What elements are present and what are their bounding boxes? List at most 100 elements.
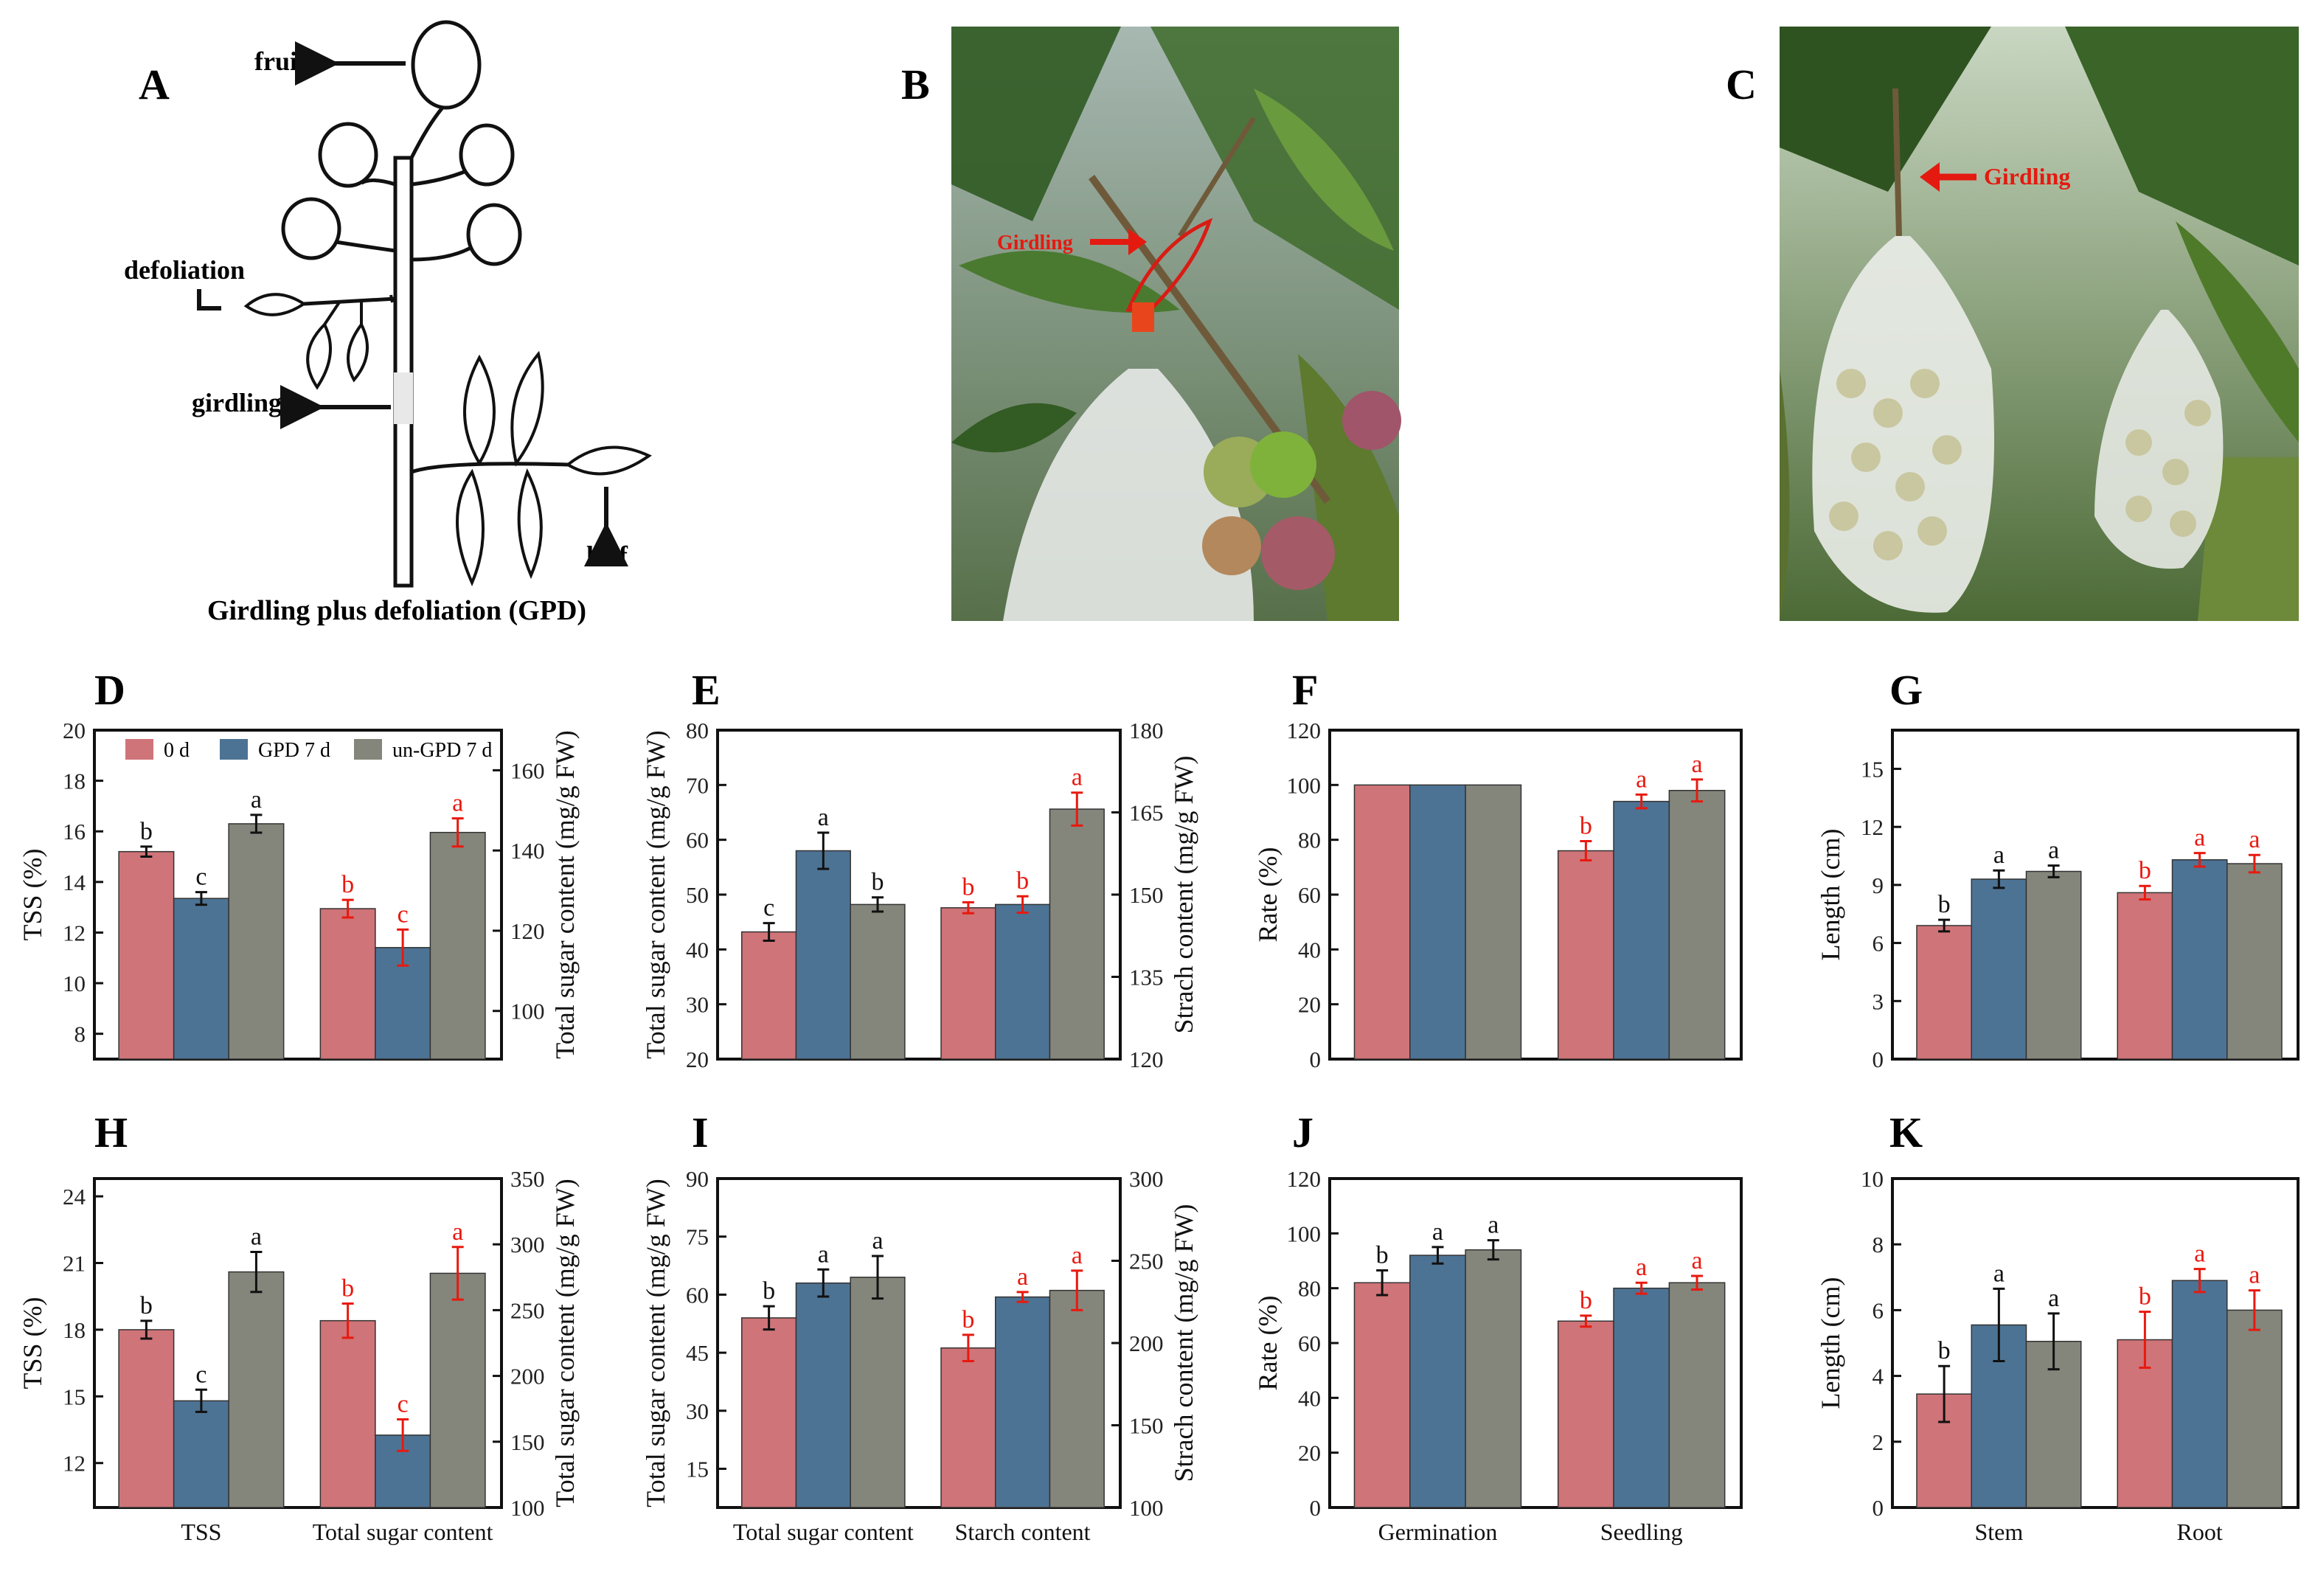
bar [319,1319,376,1508]
group-label: Total sugar content [733,1519,914,1545]
significance-letter: a [1636,766,1647,793]
right-tick-label: 300 [1129,1166,1164,1192]
left-tick-label: 0 [1310,1495,1322,1521]
chart-k: 0 2 4 6 8 10 Length (cm) b a a Stem b a a Root [1816,1166,2300,1545]
left-axis-label: Total sugar content (mg/g FW) [641,1179,670,1507]
left-tick-label: 30 [686,992,709,1018]
group-label: Starch content [955,1519,1091,1545]
bar [1557,850,1614,1060]
diagram-caption: Girdling plus defoliation (GPD) [207,595,586,626]
bar [118,850,175,1060]
right-tick-label: 180 [1129,718,1164,743]
chart-d: 8 10 12 14 16 18 20 TSS (%) 100 120 140 160 Total su… [18,718,580,1061]
significance-letter: a [452,1218,463,1246]
legend: 0 d GPD 7 d un-GPD 7 d [125,739,492,762]
legend-label-0d: 0 d [164,739,190,762]
right-tick-label: 150 [1129,1413,1164,1439]
left-tick-label: 21 [63,1251,86,1277]
significance-letter: b [140,818,153,845]
significance-letter: c [195,1361,206,1388]
significance-letter: b [341,1274,354,1302]
left-tick-label: 120 [1287,1166,1322,1192]
bar [994,1296,1051,1508]
chart-e: 20 30 40 50 60 70 80 Total sugar content (mg/g … [641,718,1198,1072]
fruit-shape-left-2 [281,197,341,260]
significance-letter: a [2249,1262,2260,1289]
left-axis-label: Rate (%) [1253,847,1283,943]
right-tick-label: 140 [510,838,545,864]
chart-g: 0 3 6 9 12 15 Length (cm) b a a b a a [1816,729,2300,1072]
bar [1613,800,1670,1060]
significance-letter: a [1691,1247,1702,1274]
bar [795,1282,851,1508]
legend-swatch-ungpd7 [354,739,382,760]
significance-letter: a [1432,1218,1443,1246]
left-tick-label: 8 [74,1021,86,1047]
bar [2025,870,2082,1060]
left-tick-label: 20 [1298,992,1321,1018]
left-tick-label: 100 [1287,1221,1322,1246]
panel-letter-d: D [94,666,125,714]
bar [940,907,996,1060]
left-tick-label: 16 [63,819,86,844]
left-tick-label: 100 [1287,772,1322,798]
photo-c-label: Girdling [1984,163,2070,190]
bar [1353,784,1411,1060]
left-tick-label: 40 [686,937,709,962]
significance-letter: c [195,864,206,891]
bar [994,903,1051,1060]
group-label: TSS [181,1519,221,1545]
left-axis-label: Length (cm) [1816,1277,1845,1409]
panel-letter-a: A [139,60,170,108]
left-tick-label: 80 [1298,1276,1321,1302]
left-tick-label: 0 [1873,1495,1884,1521]
girdling-band [394,372,413,424]
bar [1557,1320,1614,1508]
bar [1465,784,1522,1060]
group-label: Root [2177,1519,2223,1545]
label-fruit: fruit [254,46,306,76]
panel-letter-b: B [901,60,930,108]
legend-swatch-gpd7 [220,739,248,760]
left-tick-label: 24 [63,1184,86,1210]
significance-letter: a [1993,1260,2005,1287]
right-tick-label: 250 [1129,1249,1164,1274]
significance-letter: b [962,873,974,901]
significance-letter: a [1636,1254,1647,1281]
bar [319,908,376,1060]
panel-letter-j: J [1292,1108,1313,1156]
significance-letter: a [251,786,262,813]
significance-letter: b [1016,867,1029,895]
bar [850,903,906,1060]
left-tick-label: 6 [1873,931,1884,957]
bar [2171,859,2228,1060]
right-axis-label: Strach content (mg/g FW) [1169,756,1198,1034]
significance-letter: a [452,790,463,817]
left-tick-label: 120 [1287,718,1322,743]
bar [1668,790,1726,1060]
left-tick-label: 20 [1298,1440,1321,1466]
significance-letter: b [140,1292,153,1319]
left-tick-label: 60 [686,1282,709,1308]
bar [1049,808,1105,1060]
significance-letter: c [763,895,774,922]
left-tick-label: 9 [1873,872,1884,898]
significance-letter: c [398,1390,409,1418]
label-girdling: girdling [192,388,282,417]
label-leaf: leaf [586,541,628,570]
mesh-bag-b [1003,369,1254,621]
right-tick-label: 160 [510,757,545,783]
left-axis-label: TSS (%) [18,1297,47,1389]
diagram-stem [393,156,414,588]
bar [2171,1280,2228,1508]
bar [940,1347,996,1508]
fruit-shape-right-1 [459,123,515,187]
significance-letter: b [962,1306,974,1333]
significance-letter: c [398,901,409,928]
left-tick-label: 18 [63,1317,86,1343]
photo-b-label: Girdling [997,232,1073,254]
left-tick-label: 4 [1873,1364,1884,1389]
chart-f: 0 20 40 60 80 100 120 Rate (%) b a a [1253,718,1743,1072]
group-label: Total sugar content [313,1519,493,1545]
